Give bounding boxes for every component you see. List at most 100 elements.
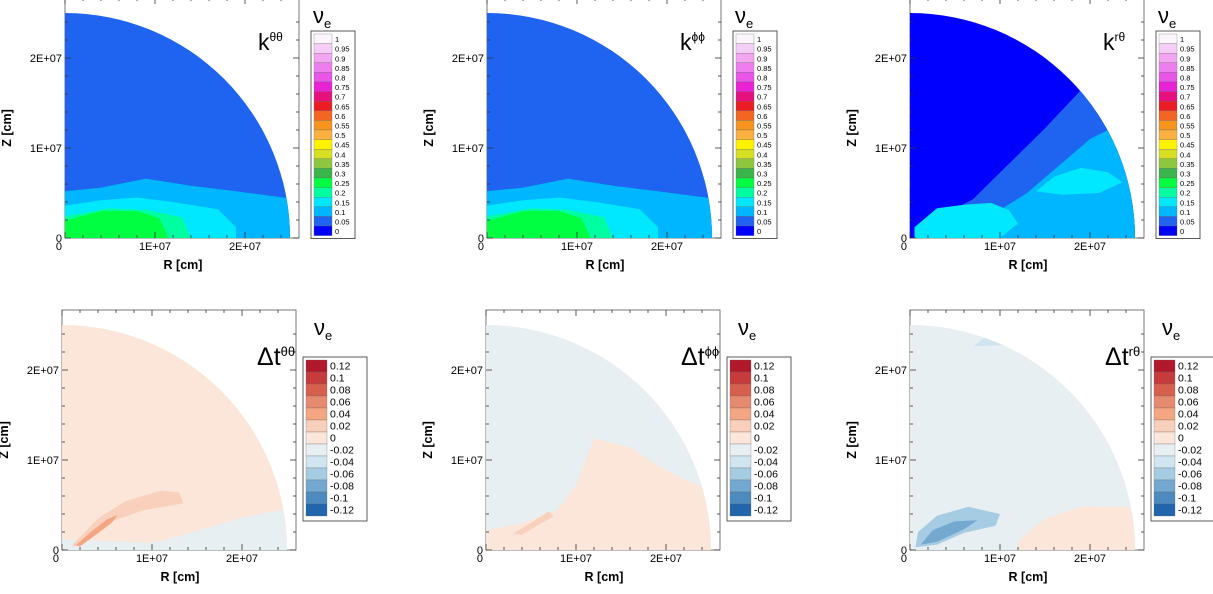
y-tick-label: 1E+07	[30, 143, 62, 155]
y-tick-label: 0	[53, 545, 59, 557]
colorbar-label: 0.1	[330, 373, 345, 385]
contour-region-0.25	[487, 211, 591, 238]
colorbar-swatch	[735, 120, 755, 131]
colorbar-swatch	[313, 187, 333, 198]
x-tick-label: 1E+07	[984, 553, 1016, 565]
quantity-superscript: ϕϕ	[705, 344, 720, 359]
colorbar-swatch	[305, 467, 328, 481]
colorbar-swatch	[1153, 455, 1176, 469]
x-axis-label: R [cm]	[1009, 258, 1048, 272]
y-axis-label: Z [cm]	[0, 109, 14, 147]
y-tick-label: 1E+07	[875, 143, 907, 155]
colorbar-label: -0.12	[1178, 505, 1202, 517]
colorbar-swatch	[735, 225, 755, 236]
colorbar-legend: 0.120.10.080.060.040.020-0.02-0.04-0.06-…	[302, 356, 368, 522]
x-axis-label: R [cm]	[585, 570, 624, 584]
colorbar-swatch	[1158, 81, 1178, 92]
colorbar-swatch	[1158, 216, 1178, 227]
contour-region-0.15	[914, 202, 1018, 238]
colorbar-label: 0.6	[1180, 112, 1190, 121]
colorbar-swatch	[729, 395, 752, 409]
y-axis-label: Z [cm]	[421, 421, 435, 459]
x-tick-label: 0	[56, 241, 62, 253]
colorbar-swatch	[313, 177, 333, 188]
colorbar-swatch	[1158, 149, 1178, 159]
colorbar-label: 0.5	[1180, 131, 1190, 140]
colorbar-label: 0.3	[757, 170, 767, 179]
particle-subscript: e	[1169, 16, 1176, 31]
y-axis-label: Z [cm]	[422, 109, 436, 147]
colorbar-swatch	[735, 62, 755, 73]
contour-region--0.08	[926, 526, 951, 543]
colorbar-label: 0.95	[1180, 45, 1195, 54]
particle-symbol: ν	[738, 315, 749, 340]
colorbar-label: 0.65	[757, 102, 772, 111]
contour-region-0.04	[75, 514, 118, 547]
colorbar-label: -0.1	[1178, 493, 1196, 505]
y-tick-label: 2E+07	[27, 365, 59, 377]
colorbar-swatch	[735, 168, 755, 179]
colorbar-swatch	[313, 225, 333, 236]
colorbar-swatch	[735, 139, 755, 150]
quantity-symbol: Δt	[681, 343, 705, 371]
colorbar-swatch	[735, 72, 755, 83]
colorbar-swatch	[313, 168, 333, 179]
colorbar-label: 0.04	[1178, 409, 1199, 421]
colorbar-swatch	[1158, 33, 1178, 44]
colorbar-label: 0.02	[754, 421, 775, 433]
colorbar-label: 0.25	[757, 179, 772, 188]
particle-symbol: ν	[313, 3, 324, 28]
quantity-label: Δtθθ	[257, 343, 295, 371]
colorbar-label: 0.35	[335, 160, 350, 169]
colorbar-swatch	[313, 139, 333, 150]
axis-ticks	[486, 0, 721, 239]
particle-subscript: e	[749, 328, 756, 343]
y-tick-label: 2E+07	[452, 53, 484, 65]
colorbar-swatch	[729, 503, 752, 517]
colorbar-label: 0.08	[1178, 385, 1199, 397]
colorbar-swatch	[313, 91, 333, 102]
colorbar-swatch	[1153, 383, 1176, 397]
colorbar-label: 0.9	[1180, 54, 1190, 63]
x-axis-label: R [cm]	[161, 570, 200, 584]
colorbar-label: -0.06	[754, 469, 778, 481]
colorbar-label: 0	[330, 433, 336, 445]
colorbar-swatch	[313, 53, 333, 63]
colorbar-label: 0.8	[1180, 74, 1190, 83]
colorbar-label: 0.6	[335, 112, 345, 121]
quantity-superscript: θθ	[270, 30, 284, 44]
colorbar-swatch	[1158, 72, 1178, 83]
colorbar-label: 0.04	[754, 409, 775, 421]
quantity-label: kϕϕ	[680, 29, 705, 55]
colorbar-label: 0	[1180, 227, 1184, 236]
colorbar-label: 0.25	[335, 179, 350, 188]
colorbar-swatch	[305, 491, 328, 505]
axis-ticks	[485, 310, 720, 551]
colorbar-label: 0.45	[757, 141, 772, 150]
y-tick-label: 2E+07	[875, 365, 907, 377]
colorbar-label: 0.55	[1180, 122, 1195, 131]
colorbar-swatch	[1158, 177, 1178, 188]
colorbar-swatch	[1153, 491, 1176, 505]
y-tick-label: 1E+07	[875, 455, 907, 467]
quantity-label: krθ	[1103, 29, 1125, 55]
colorbar-swatch	[305, 443, 328, 457]
colorbar-label: 0.06	[1178, 397, 1199, 409]
colorbar-swatch	[1158, 225, 1178, 236]
colorbar-legend: 10.950.90.850.80.750.70.650.60.550.50.45…	[310, 30, 356, 240]
contour-regions	[487, 160, 712, 238]
colorbar-swatch	[735, 216, 755, 227]
colorbar-swatch	[729, 419, 752, 433]
colorbar-label: 0	[1178, 433, 1184, 445]
colorbar-label: 0.15	[335, 198, 350, 207]
colorbar-swatch	[305, 371, 328, 385]
colorbar-legend: 10.950.90.850.80.750.70.650.60.550.50.45…	[1155, 30, 1201, 240]
particle-symbol: ν	[1162, 315, 1173, 340]
colorbar-label: 0.95	[757, 45, 772, 54]
colorbar-label: 0.1	[335, 208, 345, 217]
colorbar-swatch	[735, 101, 755, 111]
colorbar-swatch	[735, 129, 755, 140]
colorbar-label: 0.8	[757, 74, 767, 83]
colorbar-swatch	[305, 383, 328, 397]
